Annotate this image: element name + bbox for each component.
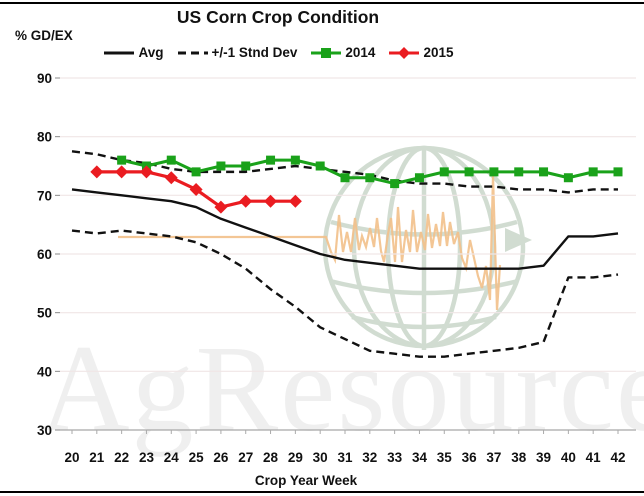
x-tick-label: 37: [486, 450, 501, 465]
y-tick-label: 30: [37, 423, 52, 438]
y-axis-unit-label: % GD/EX: [15, 28, 73, 43]
x-tick-label: 40: [561, 450, 576, 465]
x-tick-label: 23: [139, 450, 155, 465]
legend-label-2015: 2015: [423, 45, 454, 60]
legend-item-2015: 2015: [387, 45, 454, 60]
x-tick-label: 33: [387, 450, 403, 465]
square-marker: [563, 173, 573, 183]
square-marker: [390, 179, 400, 189]
legend-label-stnd-dev: +/-1 Stnd Dev: [211, 45, 298, 60]
diamond-marker: [239, 194, 253, 208]
green-square-swatch-icon: [311, 47, 342, 58]
x-tick-label: 32: [362, 450, 377, 465]
x-tick-label: 27: [238, 450, 253, 465]
x-tick-label: 29: [288, 450, 303, 465]
x-tick-label: 31: [337, 450, 353, 465]
x-tick-label: 30: [313, 450, 328, 465]
x-tick-label: 20: [64, 450, 79, 465]
diamond-marker: [189, 182, 203, 196]
y-tick-label: 80: [37, 130, 52, 145]
bottom-border: [0, 491, 644, 493]
y-tick-label: 70: [37, 188, 52, 203]
series-line--1-stnd-dev: [71, 150, 619, 194]
x-tick-label: 42: [610, 450, 625, 465]
square-marker: [166, 155, 176, 165]
square-marker: [464, 167, 474, 177]
x-tick-label: 35: [437, 450, 453, 465]
chart-title: US Corn Crop Condition: [176, 7, 380, 27]
x-tick-label: 24: [164, 450, 180, 465]
diamond-marker: [214, 200, 228, 214]
square-marker: [266, 155, 276, 165]
red-diamond-swatch-icon: [389, 46, 420, 59]
solid-line-swatch-icon: [104, 51, 135, 54]
square-marker: [414, 173, 424, 183]
x-tick-label: 39: [536, 450, 551, 465]
square-marker: [365, 173, 375, 183]
square-marker: [489, 167, 499, 177]
legend-item-stnd-dev: +/-1 Stnd Dev: [176, 45, 298, 60]
diamond-marker: [164, 171, 178, 185]
square-marker: [539, 167, 549, 177]
square-marker: [216, 161, 226, 171]
square-marker: [117, 155, 127, 165]
square-marker: [340, 173, 350, 183]
y-tick-label: 60: [37, 247, 52, 262]
legend-label-2014: 2014: [345, 45, 376, 60]
x-tick-label: 38: [511, 450, 527, 465]
x-tick-label: 21: [89, 450, 105, 465]
series-line--1-stnd-dev: [71, 229, 619, 358]
diamond-marker: [139, 165, 153, 179]
square-marker: [514, 167, 524, 177]
square-marker: [241, 161, 251, 171]
legend-label-avg: Avg: [138, 45, 164, 60]
square-marker: [439, 167, 449, 177]
x-tick-label: 25: [189, 450, 205, 465]
square-marker: [290, 155, 300, 165]
x-tick-label: 22: [114, 450, 129, 465]
x-tick-label: 26: [213, 450, 229, 465]
x-axis-title: Crop Year Week: [254, 473, 358, 488]
agresource-watermark-text: AgResource: [40, 320, 644, 457]
square-marker: [613, 167, 623, 177]
x-tick-label: 36: [462, 450, 478, 465]
x-tick-label: 41: [586, 450, 602, 465]
y-tick-label: 40: [37, 364, 52, 379]
diamond-marker: [90, 165, 104, 179]
legend-item-2014: 2014: [309, 45, 375, 60]
series-line-avg: [71, 188, 619, 270]
dashed-line-swatch-icon: [177, 51, 208, 54]
diamond-marker: [115, 165, 129, 179]
square-marker: [191, 167, 201, 177]
diamond-marker: [288, 194, 302, 208]
y-tick-label: 50: [37, 306, 52, 321]
x-tick-label: 28: [263, 450, 279, 465]
top-border: [0, 2, 644, 4]
legend: Avg +/-1 Stnd Dev 2014 2015: [0, 45, 556, 60]
x-tick-label: 34: [412, 450, 428, 465]
zigzag-watermark-icon: [118, 174, 502, 311]
square-marker: [588, 167, 598, 177]
legend-item-avg: Avg: [102, 45, 164, 60]
diamond-marker: [264, 194, 278, 208]
y-tick-label: 90: [37, 71, 52, 86]
square-marker: [315, 161, 325, 171]
